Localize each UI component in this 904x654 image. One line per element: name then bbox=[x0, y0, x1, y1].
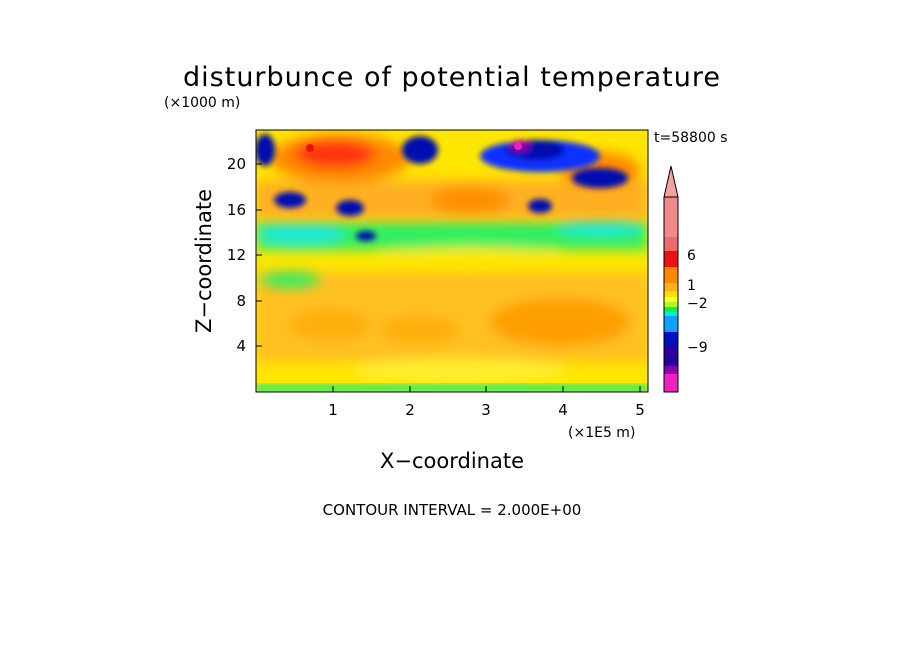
colorbar-segment bbox=[664, 316, 678, 332]
colorbar-segment bbox=[664, 366, 678, 374]
y-unit-label: (×1000 m) bbox=[164, 95, 240, 111]
x-tick-label: 1 bbox=[328, 401, 338, 419]
colorbar-tick-label: −9 bbox=[687, 340, 708, 356]
chart-title: disturbunce of potential temperature bbox=[183, 62, 721, 93]
x-tick-label: 5 bbox=[635, 401, 645, 419]
y-tick-label: 20 bbox=[227, 155, 246, 173]
colorbar-segment bbox=[664, 374, 678, 392]
plot-frame bbox=[255, 129, 649, 393]
x-axis-label: X−coordinate bbox=[380, 449, 524, 473]
time-label: t=58800 s bbox=[654, 130, 728, 146]
colorbar-tick-label: −2 bbox=[687, 296, 708, 312]
y-tick-label: 16 bbox=[227, 201, 246, 219]
colorbar-segment bbox=[664, 332, 678, 346]
heatmap-field bbox=[256, 130, 648, 392]
colorbar-segment bbox=[664, 267, 678, 283]
x-tick-label: 2 bbox=[405, 401, 415, 419]
colorbar bbox=[663, 165, 679, 393]
colorbar-segment bbox=[664, 251, 678, 267]
colorbar-frame bbox=[663, 196, 679, 393]
colorbar-segment bbox=[664, 302, 678, 307]
colorbar-tick-label: 6 bbox=[687, 248, 696, 264]
x-tick-label: 4 bbox=[558, 401, 568, 419]
y-tick-label: 8 bbox=[236, 292, 246, 310]
y-axis-label: Z−coordinate bbox=[192, 189, 216, 333]
colorbar-segment bbox=[664, 197, 678, 237]
y-tick-label: 4 bbox=[236, 337, 246, 355]
colorbar-segment bbox=[664, 283, 678, 291]
colorbar-segment bbox=[664, 291, 678, 297]
x-unit-label: (×1E5 m) bbox=[568, 425, 635, 441]
colorbar-top-arrow bbox=[663, 165, 679, 198]
colorbar-segment bbox=[664, 297, 678, 302]
colorbar-segment bbox=[664, 346, 678, 366]
y-tick-label: 12 bbox=[227, 246, 246, 264]
colorbar-segment bbox=[664, 237, 678, 251]
colorbar-segment bbox=[664, 312, 678, 316]
x-tick-label: 3 bbox=[481, 401, 491, 419]
tick-marks bbox=[256, 163, 641, 392]
contour-interval-note: CONTOUR INTERVAL = 2.000E+00 bbox=[323, 501, 582, 519]
colorbar-segment bbox=[664, 307, 678, 312]
colorbar-tick-label: 1 bbox=[687, 278, 696, 294]
